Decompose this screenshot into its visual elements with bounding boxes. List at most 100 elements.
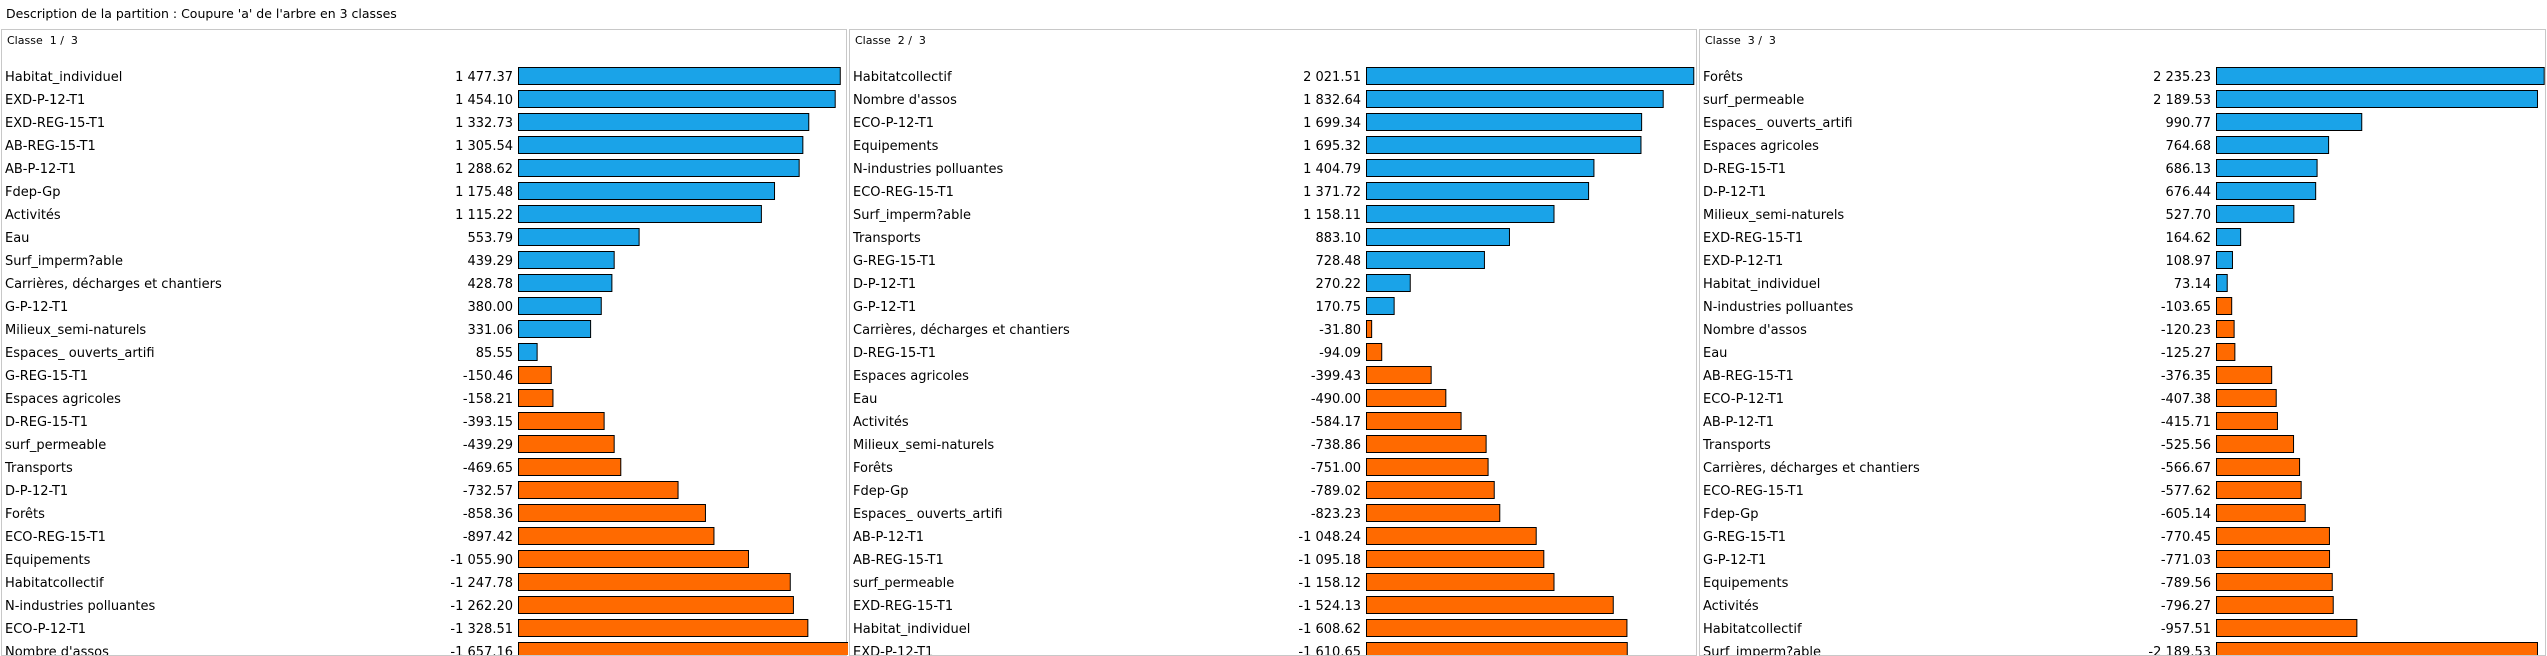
category-label: Habitat_individuel <box>1703 277 1820 292</box>
value-label: -31.80 <box>1319 323 1361 338</box>
value-label: 108.97 <box>2166 254 2212 269</box>
value-label: -407.38 <box>2161 392 2211 407</box>
category-label: D-P-12-T1 <box>853 277 916 292</box>
value-label: 428.78 <box>468 277 514 292</box>
bar-positive <box>2216 228 2242 246</box>
bar-positive <box>518 159 800 177</box>
category-label: Milieux_semi-naturels <box>853 438 994 453</box>
value-label: -566.67 <box>2161 461 2211 476</box>
value-label: 553.79 <box>468 231 514 246</box>
bar-positive <box>518 228 640 246</box>
category-label: Espaces_ ouverts_artifi <box>5 346 155 361</box>
value-label: -415.71 <box>2161 415 2211 430</box>
value-label: -94.09 <box>1319 346 1361 361</box>
value-label: -399.43 <box>1311 369 1361 384</box>
category-label: EXD-REG-15-T1 <box>853 599 953 614</box>
bar-positive <box>518 182 776 200</box>
bar-negative <box>518 596 794 614</box>
category-label: G-P-12-T1 <box>5 300 68 315</box>
value-label: 1 158.11 <box>1303 208 1361 223</box>
value-label: 1 454.10 <box>455 93 513 108</box>
category-label: Espaces agricoles <box>853 369 969 384</box>
value-label: -858.36 <box>463 507 513 522</box>
value-label: 764.68 <box>2166 139 2212 154</box>
bar-positive <box>1366 274 1411 292</box>
value-label: -125.27 <box>2161 346 2211 361</box>
category-label: EXD-P-12-T1 <box>1703 254 1783 269</box>
bar-negative <box>2216 504 2306 522</box>
value-label: -158.21 <box>463 392 513 407</box>
bar-negative <box>2216 619 2358 637</box>
value-label: -605.14 <box>2161 507 2211 522</box>
category-label: AB-REG-15-T1 <box>5 139 96 154</box>
value-label: -469.65 <box>463 461 513 476</box>
bar-negative <box>1366 619 1628 637</box>
category-label: Habitatcollectif <box>5 576 104 591</box>
bar-negative <box>1366 596 1614 614</box>
bar-negative <box>2216 481 2302 499</box>
value-label: -1 095.18 <box>1298 553 1361 568</box>
bar-positive <box>1366 113 1643 131</box>
category-label: D-REG-15-T1 <box>1703 162 1786 177</box>
bar-negative <box>2216 458 2301 476</box>
value-label: 73.14 <box>2174 277 2211 292</box>
category-label: ECO-REG-15-T1 <box>853 185 954 200</box>
value-label: -1 657.16 <box>450 645 513 655</box>
value-label: -103.65 <box>2161 300 2211 315</box>
bar-positive <box>1366 90 1664 108</box>
value-label: 1 115.22 <box>455 208 513 223</box>
value-label: 85.55 <box>476 346 513 361</box>
bar-negative <box>518 550 749 568</box>
category-label: Carrières, décharges et chantiers <box>1703 461 1920 476</box>
category-label: Eau <box>1703 346 1727 361</box>
value-label: -770.45 <box>2161 530 2211 545</box>
category-label: surf_permeable <box>853 576 954 591</box>
value-label: 527.70 <box>2166 208 2212 223</box>
value-label: 1 305.54 <box>455 139 513 154</box>
category-label: N-industries polluantes <box>5 599 155 614</box>
bar-positive <box>2216 251 2233 269</box>
page-title: Description de la partition : Coupure 'a… <box>6 6 397 21</box>
value-label: -120.23 <box>2161 323 2211 338</box>
category-label: Transports <box>4 461 73 476</box>
value-label: -393.15 <box>463 415 513 430</box>
panel-title: Classe 2 / 3 <box>855 34 926 47</box>
value-label: -1 158.12 <box>1298 576 1361 591</box>
bar-negative <box>1366 642 1628 655</box>
value-label: 1 175.48 <box>455 185 513 200</box>
bar-positive <box>518 320 592 338</box>
bar-negative <box>2216 573 2333 591</box>
category-label: Forêts <box>5 507 45 522</box>
bar-chart-class-3: Forêts 2 235.23 surf_permeable 2 189.53 Espa… <box>1702 67 2545 655</box>
value-label: -897.42 <box>463 530 513 545</box>
category-label: Milieux_semi-naturels <box>5 323 146 338</box>
category-label: AB-P-12-T1 <box>1703 415 1774 430</box>
value-label: 1 695.32 <box>1303 139 1361 154</box>
category-label: Nombre d'assos <box>1703 323 1807 338</box>
category-label: Habitatcollectif <box>853 70 952 85</box>
bar-negative <box>518 573 791 591</box>
value-label: 2 235.23 <box>2153 70 2211 85</box>
category-label: Forêts <box>853 461 893 476</box>
class-panel-1: Classe 1 / 3 Habitat_individuel 1 477.37 E… <box>1 29 848 656</box>
bar-negative <box>2216 550 2331 568</box>
value-label: -376.35 <box>2161 369 2211 384</box>
bar-negative <box>2216 297 2233 315</box>
category-label: Surf_imperm?able <box>5 254 123 269</box>
value-label: 1 477.37 <box>455 70 513 85</box>
value-label: 331.06 <box>468 323 514 338</box>
value-label: 1 832.64 <box>1303 93 1361 108</box>
value-label: 2 021.51 <box>1303 70 1361 85</box>
value-label: 1 288.62 <box>455 162 513 177</box>
bar-positive <box>2216 67 2545 85</box>
bar-negative <box>1366 389 1447 407</box>
value-label: 380.00 <box>468 300 514 315</box>
value-label: 270.22 <box>1316 277 1362 292</box>
category-label: Nombre d'assos <box>853 93 957 108</box>
value-label: -439.29 <box>463 438 513 453</box>
category-label: Activités <box>853 415 909 430</box>
category-label: Equipements <box>853 139 939 154</box>
value-label: -1 055.90 <box>450 553 513 568</box>
bar-positive <box>2216 274 2228 292</box>
value-label: 990.77 <box>2166 116 2212 131</box>
